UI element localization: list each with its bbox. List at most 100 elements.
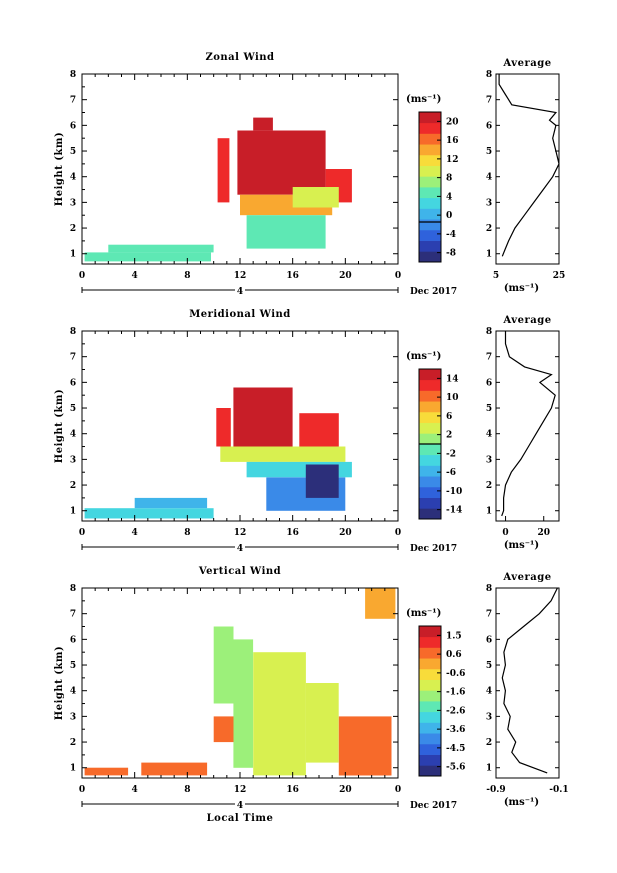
meridional-date-label: Dec 2017 xyxy=(410,544,457,554)
meridional-y-tick-label: 3 xyxy=(70,455,76,465)
meridional-avg-x-tick-label: 0 xyxy=(502,528,508,538)
zonal-cell xyxy=(292,187,339,208)
vertical-colorbar-swatch xyxy=(419,690,441,702)
zonal-cell xyxy=(253,117,273,131)
zonal-avg-title: Average xyxy=(502,58,551,69)
vertical-x-tick-label: 8 xyxy=(184,785,190,795)
meridional-y-tick-label: 6 xyxy=(70,378,76,388)
zonal-day-label: 4 xyxy=(237,287,243,297)
vertical-colorbar-tick-label: -3.6 xyxy=(446,725,465,735)
zonal-y-tick-label: 8 xyxy=(70,70,76,80)
meridional-avg-y-tick-label: 7 xyxy=(486,353,492,363)
meridional-colorbar-swatch xyxy=(419,454,441,466)
meridional-title: Meridional Wind xyxy=(189,309,291,320)
zonal-cell xyxy=(217,138,230,203)
vertical-cell xyxy=(365,588,396,619)
vertical-y-label: Height (km) xyxy=(54,646,65,720)
zonal-colorbar-tick-label: 4 xyxy=(446,192,452,202)
meridional-heatmap xyxy=(84,387,352,519)
meridional-avg-x-label: (ms⁻¹) xyxy=(504,540,539,551)
zonal-colorbar xyxy=(419,112,441,263)
meridional-x-tick-label: 8 xyxy=(184,528,190,538)
meridional-avg-y-tick-label: 2 xyxy=(486,481,492,491)
zonal-colorbar-tick-label: 20 xyxy=(446,117,459,127)
meridional-colorbar-tick-label: 10 xyxy=(446,393,459,403)
meridional-cell xyxy=(305,464,339,498)
vertical-avg-y-tick-label: 1 xyxy=(486,764,492,774)
vertical-avg-y-tick-label: 3 xyxy=(486,712,492,722)
zonal-avg-y-tick-label: 3 xyxy=(486,198,492,208)
zonal-colorbar-swatch xyxy=(419,219,441,231)
meridional-colorbar-tick-label: 6 xyxy=(446,412,452,422)
vertical-x-tick-label: 12 xyxy=(234,785,247,795)
meridional-avg-y-tick-label: 4 xyxy=(486,430,492,440)
zonal-colorbar-swatch xyxy=(419,154,441,166)
meridional-x-tick-label: 20 xyxy=(339,528,352,538)
zonal-x-tick-label: 4 xyxy=(132,271,138,281)
meridional-colorbar-tick-label: -10 xyxy=(446,487,462,497)
meridional-colorbar-swatch xyxy=(419,433,441,445)
vertical-colorbar-swatch xyxy=(419,743,441,755)
vertical-colorbar-swatch xyxy=(419,626,441,638)
vertical-avg-x-label: (ms⁻¹) xyxy=(504,797,539,808)
zonal-colorbar-tick-label: 12 xyxy=(446,155,459,165)
vertical-colorbar-tick-label: 1.5 xyxy=(446,631,462,641)
vertical-cell xyxy=(338,716,392,776)
zonal-colorbar-swatch xyxy=(419,187,441,199)
meridional-avg-title: Average xyxy=(502,315,551,326)
zonal-x-tick-label: 0 xyxy=(395,271,401,281)
vertical-colorbar-swatch xyxy=(419,711,441,723)
meridional-day-label-bg xyxy=(235,542,245,551)
zonal-avg-frame xyxy=(495,73,560,265)
zonal-avg-x-label: (ms⁻¹) xyxy=(504,283,539,294)
vertical-avg-frame xyxy=(495,587,560,779)
zonal-colorbar-swatch xyxy=(419,208,441,220)
meridional-colorbar-swatch xyxy=(419,422,441,434)
meridional-colorbar-swatch xyxy=(419,497,441,509)
vertical-title: Vertical Wind xyxy=(198,566,281,577)
meridional-colorbar-swatch xyxy=(419,390,441,402)
meridional-colorbar-swatch xyxy=(419,444,441,456)
zonal-x-tick-label: 16 xyxy=(286,271,299,281)
vertical-avg-y-tick-label: 8 xyxy=(486,584,492,594)
vertical-colorbar-swatch xyxy=(419,668,441,680)
zonal-avg-y-tick-label: 8 xyxy=(486,70,492,80)
meridional-avg-x-tick-label: 20 xyxy=(537,528,550,538)
meridional-colorbar-tick-label: -2 xyxy=(446,449,456,459)
meridional-avg-y-tick-label: 3 xyxy=(486,455,492,465)
zonal-colorbar-swatch xyxy=(419,251,441,263)
vertical-x-tick-label: 20 xyxy=(339,785,352,795)
zonal-colorbar-tick-label: 8 xyxy=(446,174,452,184)
meridional-colorbar-swatch xyxy=(419,411,441,423)
meridional-day-label: 4 xyxy=(237,544,243,554)
zonal-avg-profile-line xyxy=(498,74,560,257)
zonal-cell xyxy=(237,130,326,195)
vertical-avg-y-tick-label: 6 xyxy=(486,635,492,645)
zonal-colorbar-tick-label: 0 xyxy=(446,211,452,221)
vertical-colorbar-swatch xyxy=(419,765,441,777)
meridional-cell xyxy=(220,446,346,462)
zonal-avg-y-tick-label: 6 xyxy=(486,121,492,131)
meridional-colorbar-swatch xyxy=(419,508,441,520)
meridional-colorbar-tick-label: -14 xyxy=(446,506,462,516)
zonal-y-tick-label: 1 xyxy=(70,250,76,260)
zonal-cell xyxy=(84,252,211,262)
vertical-x-tick-label: 16 xyxy=(286,785,299,795)
meridional-x-tick-label: 4 xyxy=(132,528,138,538)
meridional-colorbar-swatch xyxy=(419,465,441,477)
vertical-colorbar-swatch xyxy=(419,679,441,691)
zonal-colorbar-swatch xyxy=(419,112,441,124)
meridional-y-tick-label: 7 xyxy=(70,353,76,363)
zonal-colorbar-swatch xyxy=(419,144,441,156)
meridional-y-tick-label: 5 xyxy=(70,404,76,414)
zonal-colorbar-swatch xyxy=(419,229,441,241)
zonal-day-label-bg xyxy=(235,285,245,294)
vertical-heatmap xyxy=(84,588,396,776)
vertical-x-tick-label: 0 xyxy=(79,785,85,795)
vertical-avg-y-tick-label: 7 xyxy=(486,610,492,620)
zonal-y-tick-label: 5 xyxy=(70,147,76,157)
vertical-colorbar-tick-label: 0.6 xyxy=(446,650,462,660)
zonal-avg-y-tick-label: 1 xyxy=(486,250,492,260)
vertical-colorbar-swatch xyxy=(419,754,441,766)
